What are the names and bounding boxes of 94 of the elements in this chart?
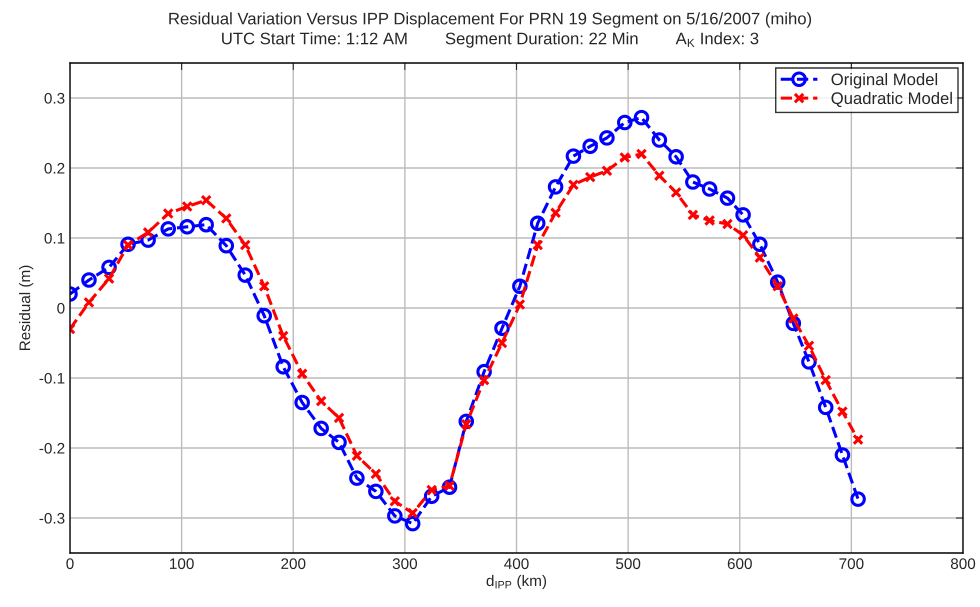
point xyxy=(818,400,834,416)
point xyxy=(852,434,864,446)
point xyxy=(278,330,289,342)
point xyxy=(619,152,630,164)
point xyxy=(687,209,699,221)
point xyxy=(220,212,232,224)
y-tick-label: -0.1 xyxy=(39,372,64,384)
point xyxy=(81,272,97,288)
point xyxy=(103,272,115,284)
point xyxy=(702,181,718,197)
point xyxy=(530,216,546,232)
point xyxy=(333,412,345,424)
point xyxy=(237,267,254,283)
x-tick-label: 300 xyxy=(392,558,418,570)
point xyxy=(566,148,582,164)
legend-label: Original Model xyxy=(832,73,938,89)
point xyxy=(160,221,176,237)
y-tick-label: 0.3 xyxy=(44,92,64,104)
point xyxy=(404,516,420,532)
x-tick-label: 600 xyxy=(728,558,752,570)
point xyxy=(200,194,212,206)
point xyxy=(820,374,832,386)
y-tick-label: -0.2 xyxy=(39,442,64,454)
point xyxy=(582,138,598,154)
x-tick-label: 700 xyxy=(839,558,864,570)
x-tick-label: 100 xyxy=(170,558,194,570)
chart-subtitle: UTC Start Time: 1:12 AM Segment Duration: 22 Min A$_{K}$ Index: 3 xyxy=(222,32,758,48)
x-tick-label: 400 xyxy=(504,558,529,570)
point xyxy=(548,179,564,195)
point xyxy=(850,491,866,507)
point xyxy=(179,219,195,235)
point xyxy=(494,320,510,336)
point xyxy=(370,468,382,480)
point xyxy=(389,496,401,507)
point xyxy=(296,368,308,380)
y-tick-label: -0.3 xyxy=(39,512,64,524)
point xyxy=(275,359,291,375)
point xyxy=(752,236,768,252)
point xyxy=(720,190,736,206)
point xyxy=(142,226,154,238)
point xyxy=(722,218,734,230)
point xyxy=(654,170,666,182)
point xyxy=(532,239,544,251)
point xyxy=(426,484,438,496)
y-axis-title: Residual (m) xyxy=(19,266,34,350)
point xyxy=(496,337,508,349)
point xyxy=(836,406,848,418)
point xyxy=(313,420,329,436)
point xyxy=(668,149,684,165)
y-tick-label: 0 xyxy=(57,302,65,314)
point xyxy=(258,280,270,292)
y-tick-label: 0.2 xyxy=(44,162,64,174)
point xyxy=(198,216,214,232)
point xyxy=(636,148,648,160)
point xyxy=(368,484,384,500)
point xyxy=(803,340,815,352)
point xyxy=(652,132,668,148)
point xyxy=(584,171,596,183)
point xyxy=(601,165,613,176)
point xyxy=(83,296,95,308)
x-tick-label: 0 xyxy=(66,558,74,570)
point xyxy=(754,252,766,264)
point xyxy=(670,186,682,198)
point xyxy=(550,207,562,218)
point xyxy=(737,230,749,241)
chart-title: Residual Variation Versus IPP Displacement For PRN 19 Segment on 5/16/2007 (miho) xyxy=(169,12,812,28)
point xyxy=(182,200,193,212)
legend-label: Quadratic Model xyxy=(832,92,952,108)
y-tick-label: 0.1 xyxy=(44,232,64,244)
point xyxy=(704,214,716,226)
x-tick-label: 200 xyxy=(281,558,306,570)
point xyxy=(406,507,418,519)
point xyxy=(331,434,347,450)
point xyxy=(240,239,251,251)
point xyxy=(218,238,234,254)
point xyxy=(387,508,403,524)
point xyxy=(315,395,327,407)
point xyxy=(616,114,633,130)
point xyxy=(351,450,363,462)
point xyxy=(834,447,850,463)
point xyxy=(599,130,615,146)
point xyxy=(294,394,310,410)
point xyxy=(256,308,272,324)
point xyxy=(735,207,751,223)
x-tick-label: 500 xyxy=(616,558,640,570)
x-tick-label: 800 xyxy=(950,558,976,570)
point xyxy=(514,298,526,310)
point xyxy=(685,174,701,190)
point xyxy=(162,208,174,220)
point xyxy=(634,110,650,126)
point xyxy=(349,470,365,486)
point xyxy=(478,374,490,386)
point xyxy=(568,179,580,190)
x-axis-title: d$_{IPP}$ (km) xyxy=(486,574,546,590)
